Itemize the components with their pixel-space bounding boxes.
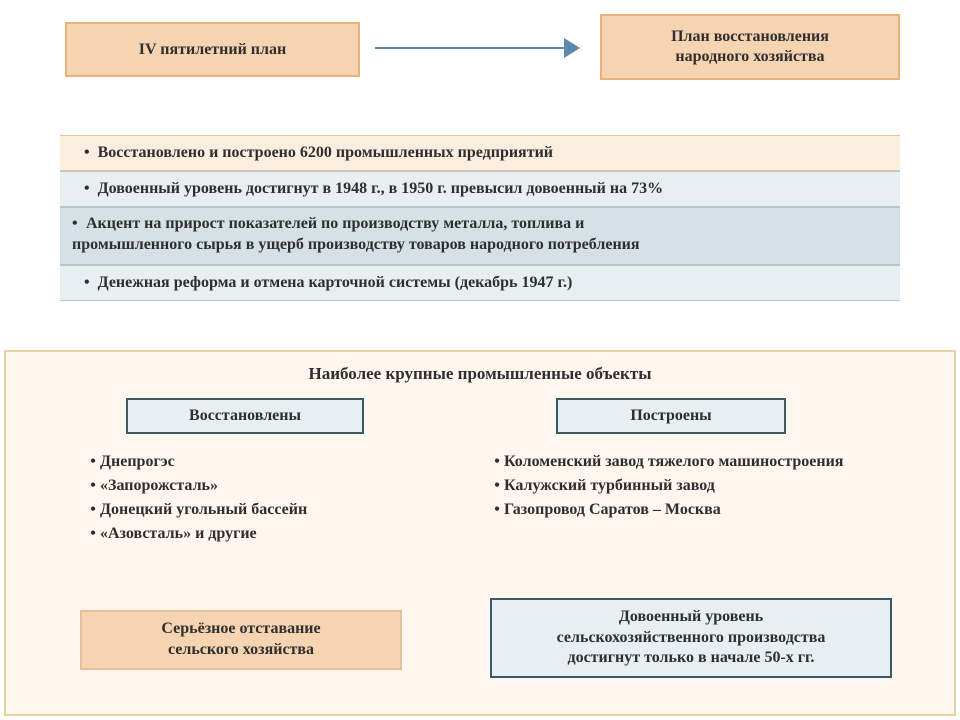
achievement-text: Восстановлено и построено 6200 промышлен… [98, 143, 553, 164]
achievement-row: • Восстановлено и построено 6200 промышле… [60, 135, 900, 171]
list-item-text: «Запорожсталь» [100, 474, 446, 498]
bullet-icon: • [84, 273, 90, 294]
arrow-icon [0, 0, 960, 120]
bullet-icon: • [490, 450, 504, 474]
subhead-restored: Восстановлены [126, 398, 364, 434]
bullet-icon: • [86, 450, 100, 474]
bullet-icon: • [84, 143, 90, 164]
agri-level-l2: сельскохозяйственного производства [557, 628, 826, 649]
achievement-text: Довоенный уровень достигнут в 1948 г., в… [98, 179, 663, 200]
list-item-text: «Азовсталь» и другие [100, 522, 446, 546]
agri-lag-l1: Серьёзное отставание [161, 619, 320, 640]
list-item: •«Азовсталь» и другие [86, 522, 446, 546]
list-item-text: Коломенский завод тяжелого машиностроени… [504, 450, 920, 474]
achievement-text-l1: •Акцент на прирост показателей по произв… [72, 214, 888, 235]
subhead-built: Построены [556, 398, 786, 434]
list-item-text: Калужский турбинный завод [504, 474, 920, 498]
bullet-icon: • [84, 179, 90, 200]
list-item-text: Днепрогэс [100, 450, 446, 474]
subhead-restored-text: Восстановлены [189, 407, 301, 425]
list-item: •Донецкий угольный бассейн [86, 498, 446, 522]
bullet-icon: • [86, 474, 100, 498]
restored-list: •Днепрогэс•«Запорожсталь»•Донецкий уголь… [86, 450, 446, 546]
agri-level-l1: Довоенный уровень [557, 607, 826, 628]
agri-level-box: Довоенный уровень сельскохозяйственного … [490, 598, 892, 678]
bullet-icon: • [86, 498, 100, 522]
built-list: •Коломенский завод тяжелого машиностроен… [490, 450, 920, 522]
agri-lag-l2: сельского хозяйства [161, 640, 320, 661]
bullet-icon: • [490, 498, 504, 522]
bullet-icon: • [86, 522, 100, 546]
achievement-text: Денежная реформа и отмена карточной сист… [98, 273, 573, 294]
achievement-text-l2: промышленного сырья в ущерб производству… [72, 235, 888, 256]
list-item: •«Запорожсталь» [86, 474, 446, 498]
list-item-text: Газопровод Саратов – Москва [504, 498, 920, 522]
subhead-built-text: Построены [630, 407, 711, 425]
objects-title-text: Наиболее крупные промышленные объекты [309, 364, 652, 384]
list-item: •Газопровод Саратов – Москва [490, 498, 920, 522]
achievement-row: •Акцент на прирост показателей по произв… [60, 207, 900, 265]
list-item: •Днепрогэс [86, 450, 446, 474]
objects-title: Наиболее крупные промышленные объекты [0, 360, 960, 388]
list-item-text: Донецкий угольный бассейн [100, 498, 446, 522]
bullet-icon: • [490, 474, 504, 498]
list-item: •Калужский турбинный завод [490, 474, 920, 498]
agri-lag-text: Серьёзное отставание сельского хозяйства [161, 619, 320, 661]
achievement-row: • Довоенный уровень достигнут в 1948 г., … [60, 171, 900, 207]
slide-canvas: IV пятилетний план План восстановления н… [0, 0, 960, 720]
agri-level-l3: достигнут только в начале 50-х гг. [557, 648, 826, 669]
achievement-row: • Денежная реформа и отмена карточной сис… [60, 265, 900, 301]
agri-lag-box: Серьёзное отставание сельского хозяйства [80, 610, 402, 670]
agri-level-text: Довоенный уровень сельскохозяйственного … [557, 607, 826, 669]
list-item: •Коломенский завод тяжелого машиностроен… [490, 450, 920, 474]
